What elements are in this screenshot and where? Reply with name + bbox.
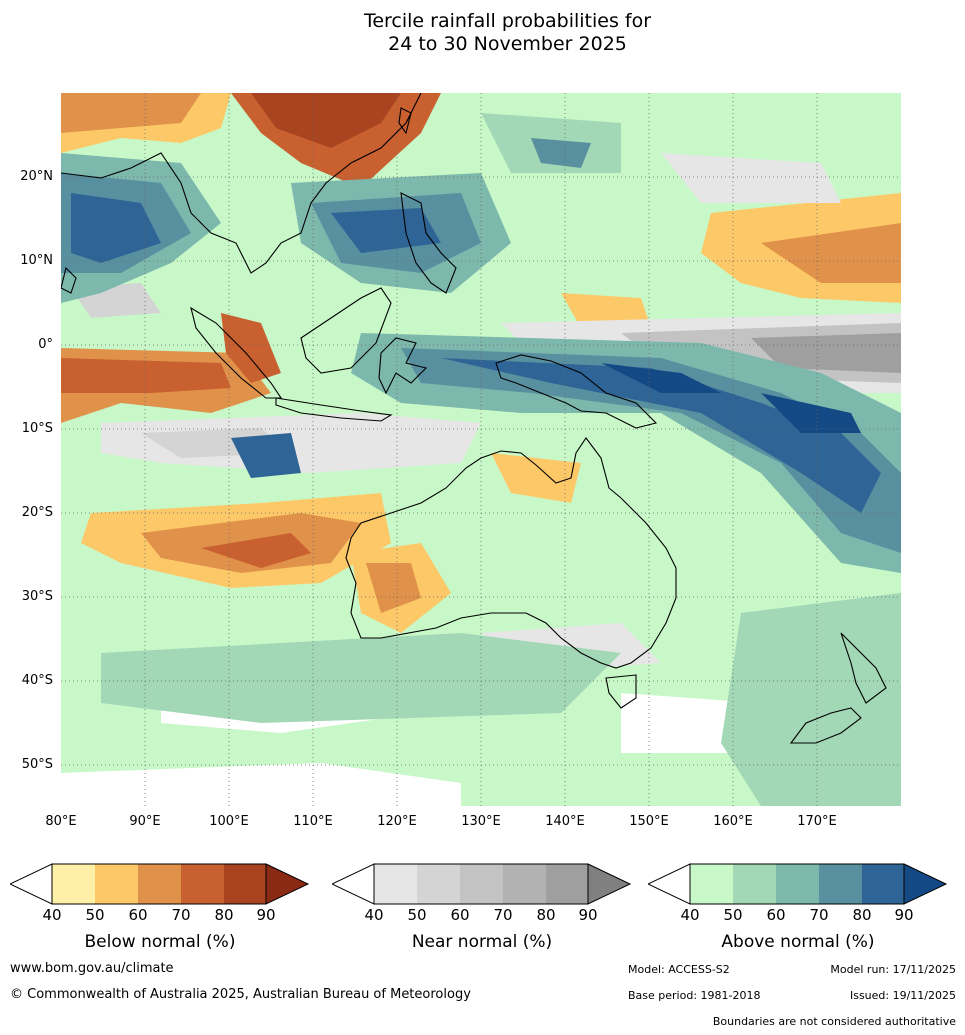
below-swatch-2: [95, 864, 138, 904]
sulawesi-coast: [378, 337, 428, 395]
lon-tick-160e: 160°E: [713, 814, 753, 829]
colorbar-above-normal: [648, 863, 948, 905]
below-normal-zones: [61, 93, 901, 633]
near-swatch-2: [417, 864, 460, 904]
lat-tick-30s: 30°S: [21, 589, 53, 604]
above-swatch-2: [733, 864, 776, 904]
above-swatch-4: [819, 864, 862, 904]
below-tick-70: 70: [171, 906, 191, 924]
colorbar-near-normal: [332, 863, 632, 905]
above-normal-label: Above normal (%): [721, 932, 875, 952]
lat-tick-0: 0°: [38, 337, 53, 352]
lon-tick-80e: 80°E: [45, 814, 77, 829]
lat-tick-10n: 10°N: [20, 253, 53, 268]
sumatra-coast: [190, 306, 283, 399]
asia-mainland-coast: [61, 93, 422, 274]
above-tick-60: 60: [766, 906, 786, 924]
near-swatch-1: [374, 864, 417, 904]
lon-tick-110e: 110°E: [293, 814, 333, 829]
above-tick-40: 40: [680, 906, 700, 924]
lat-tick-20n: 20°N: [20, 169, 53, 184]
borneo-coast: [300, 287, 392, 374]
above-tick-90: 90: [894, 906, 914, 924]
above-swatch-3: [776, 864, 819, 904]
title-line-1: Tercile rainfall probabilities for: [363, 10, 652, 32]
near-tick-60: 60: [450, 906, 470, 924]
near-swatch-3: [460, 864, 503, 904]
lat-tick-40s: 40°S: [21, 673, 53, 688]
sri-lanka-coast: [61, 266, 77, 294]
below-extend-low: [10, 863, 53, 905]
lat-tick-20s: 20°S: [21, 505, 53, 520]
below-tick-50: 50: [85, 906, 105, 924]
title-line-2: 24 to 30 November 2025: [388, 33, 627, 55]
colorbar-below-normal: [10, 863, 310, 905]
lon-tick-150e: 150°E: [629, 814, 669, 829]
below-extend-high: [266, 864, 308, 904]
model-run-date: Model run: 17/11/2025: [830, 963, 956, 976]
below-swatch-5: [224, 864, 266, 904]
new-guinea-coast: [495, 354, 658, 429]
new-zealand-south: [789, 707, 862, 744]
tasmania-coast: [605, 674, 637, 709]
lon-tick-140e: 140°E: [545, 814, 585, 829]
above-extend-low: [648, 863, 691, 905]
near-tick-40: 40: [364, 906, 384, 924]
graticule: [61, 93, 901, 806]
lat-tick-10s: 10°S: [21, 421, 53, 436]
near-extend-low: [332, 863, 375, 905]
new-zealand-north: [840, 632, 887, 704]
below-tick-80: 80: [214, 906, 234, 924]
above-swatch-5: [862, 864, 904, 904]
near-normal-label: Near normal (%): [411, 932, 553, 952]
below-swatch-1: [52, 864, 95, 904]
near-tick-50: 50: [407, 906, 427, 924]
below-tick-60: 60: [128, 906, 148, 924]
near-extend-high: [588, 864, 630, 904]
above-extend-high: [904, 864, 946, 904]
boundaries-disclaimer: Boundaries are not considered authoritat…: [712, 1015, 956, 1028]
above-normal-zones: [61, 113, 901, 806]
near-swatch-4: [503, 864, 546, 904]
near-tick-70: 70: [493, 906, 513, 924]
coastlines: [61, 93, 887, 744]
lon-tick-120e: 120°E: [377, 814, 417, 829]
taiwan-coast: [398, 107, 412, 135]
website-link[interactable]: www.bom.gov.au/climate: [10, 961, 174, 976]
below-tick-40: 40: [42, 906, 62, 924]
above-tick-70: 70: [809, 906, 829, 924]
above-tick-80: 80: [852, 906, 872, 924]
lon-tick-170e: 170°E: [797, 814, 837, 829]
lon-tick-90e: 90°E: [129, 814, 161, 829]
model-name: Model: ACCESS-S2: [628, 963, 730, 976]
below-tick-90: 90: [256, 906, 276, 924]
copyright-text: © Commonwealth of Australia 2025, Austra…: [10, 987, 471, 1002]
above-tick-50: 50: [723, 906, 743, 924]
map-title: Tercile rainfall probabilities for 24 to…: [0, 10, 965, 56]
below-normal-label: Below normal (%): [84, 932, 236, 952]
above-swatch-1: [690, 864, 733, 904]
australia-coast: [345, 437, 677, 669]
probability-map: [61, 93, 901, 806]
near-tick-90: 90: [578, 906, 598, 924]
lon-tick-130e: 130°E: [461, 814, 501, 829]
map-canvas: [61, 93, 901, 806]
near-swatch-5: [546, 864, 588, 904]
lat-tick-50s: 50°S: [21, 757, 53, 772]
issued-date: Issued: 19/11/2025: [849, 989, 956, 1002]
base-period: Base period: 1981-2018: [628, 989, 761, 1002]
philippines-coast: [400, 192, 457, 294]
below-swatch-4: [181, 864, 224, 904]
lon-tick-100e: 100°E: [209, 814, 249, 829]
below-swatch-3: [138, 864, 181, 904]
java-coast: [275, 397, 393, 422]
near-tick-80: 80: [536, 906, 556, 924]
